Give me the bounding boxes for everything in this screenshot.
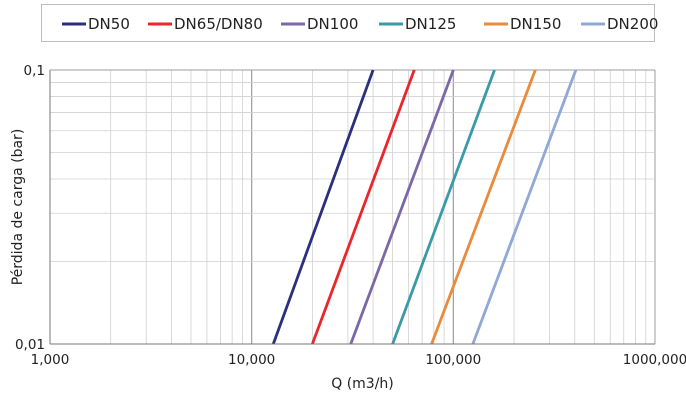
legend-label: DN100 xyxy=(307,15,358,33)
grid xyxy=(49,69,656,345)
legend-entries: DN50 DN65/DN80 DN100 DN125 DN150 DN200 xyxy=(62,15,658,33)
x-tick-label: 1000,000 xyxy=(623,352,686,368)
legend-label: DN150 xyxy=(510,15,561,33)
series-line-dn200 xyxy=(471,69,578,345)
series-line-dn150 xyxy=(430,69,537,345)
series-line-dn50 xyxy=(271,69,375,345)
legend-label: DN50 xyxy=(88,15,130,33)
y-tick-label: 0,01 xyxy=(15,337,45,353)
series-line-dn65-dn80 xyxy=(311,69,416,345)
legend-label: DN65/DN80 xyxy=(174,15,263,33)
x-tick-label: 1,000 xyxy=(31,352,70,368)
series-lines xyxy=(271,69,578,345)
legend xyxy=(41,4,655,42)
series-line-dn100 xyxy=(349,69,455,345)
axes: 1,000 10,000 100,000 1000,000 0,01 0,1 xyxy=(15,63,686,368)
legend-label: DN125 xyxy=(405,15,456,33)
legend-label: DN200 xyxy=(607,15,658,33)
x-tick-label: 10,000 xyxy=(228,352,275,368)
y-axis-title: Pérdida de carga (bar) xyxy=(10,129,26,286)
x-tick-label: 100,000 xyxy=(425,352,481,368)
x-axis-title: Q (m3/h) xyxy=(331,376,394,392)
y-tick-label: 0,1 xyxy=(24,63,45,79)
series-line-dn125 xyxy=(391,69,496,345)
